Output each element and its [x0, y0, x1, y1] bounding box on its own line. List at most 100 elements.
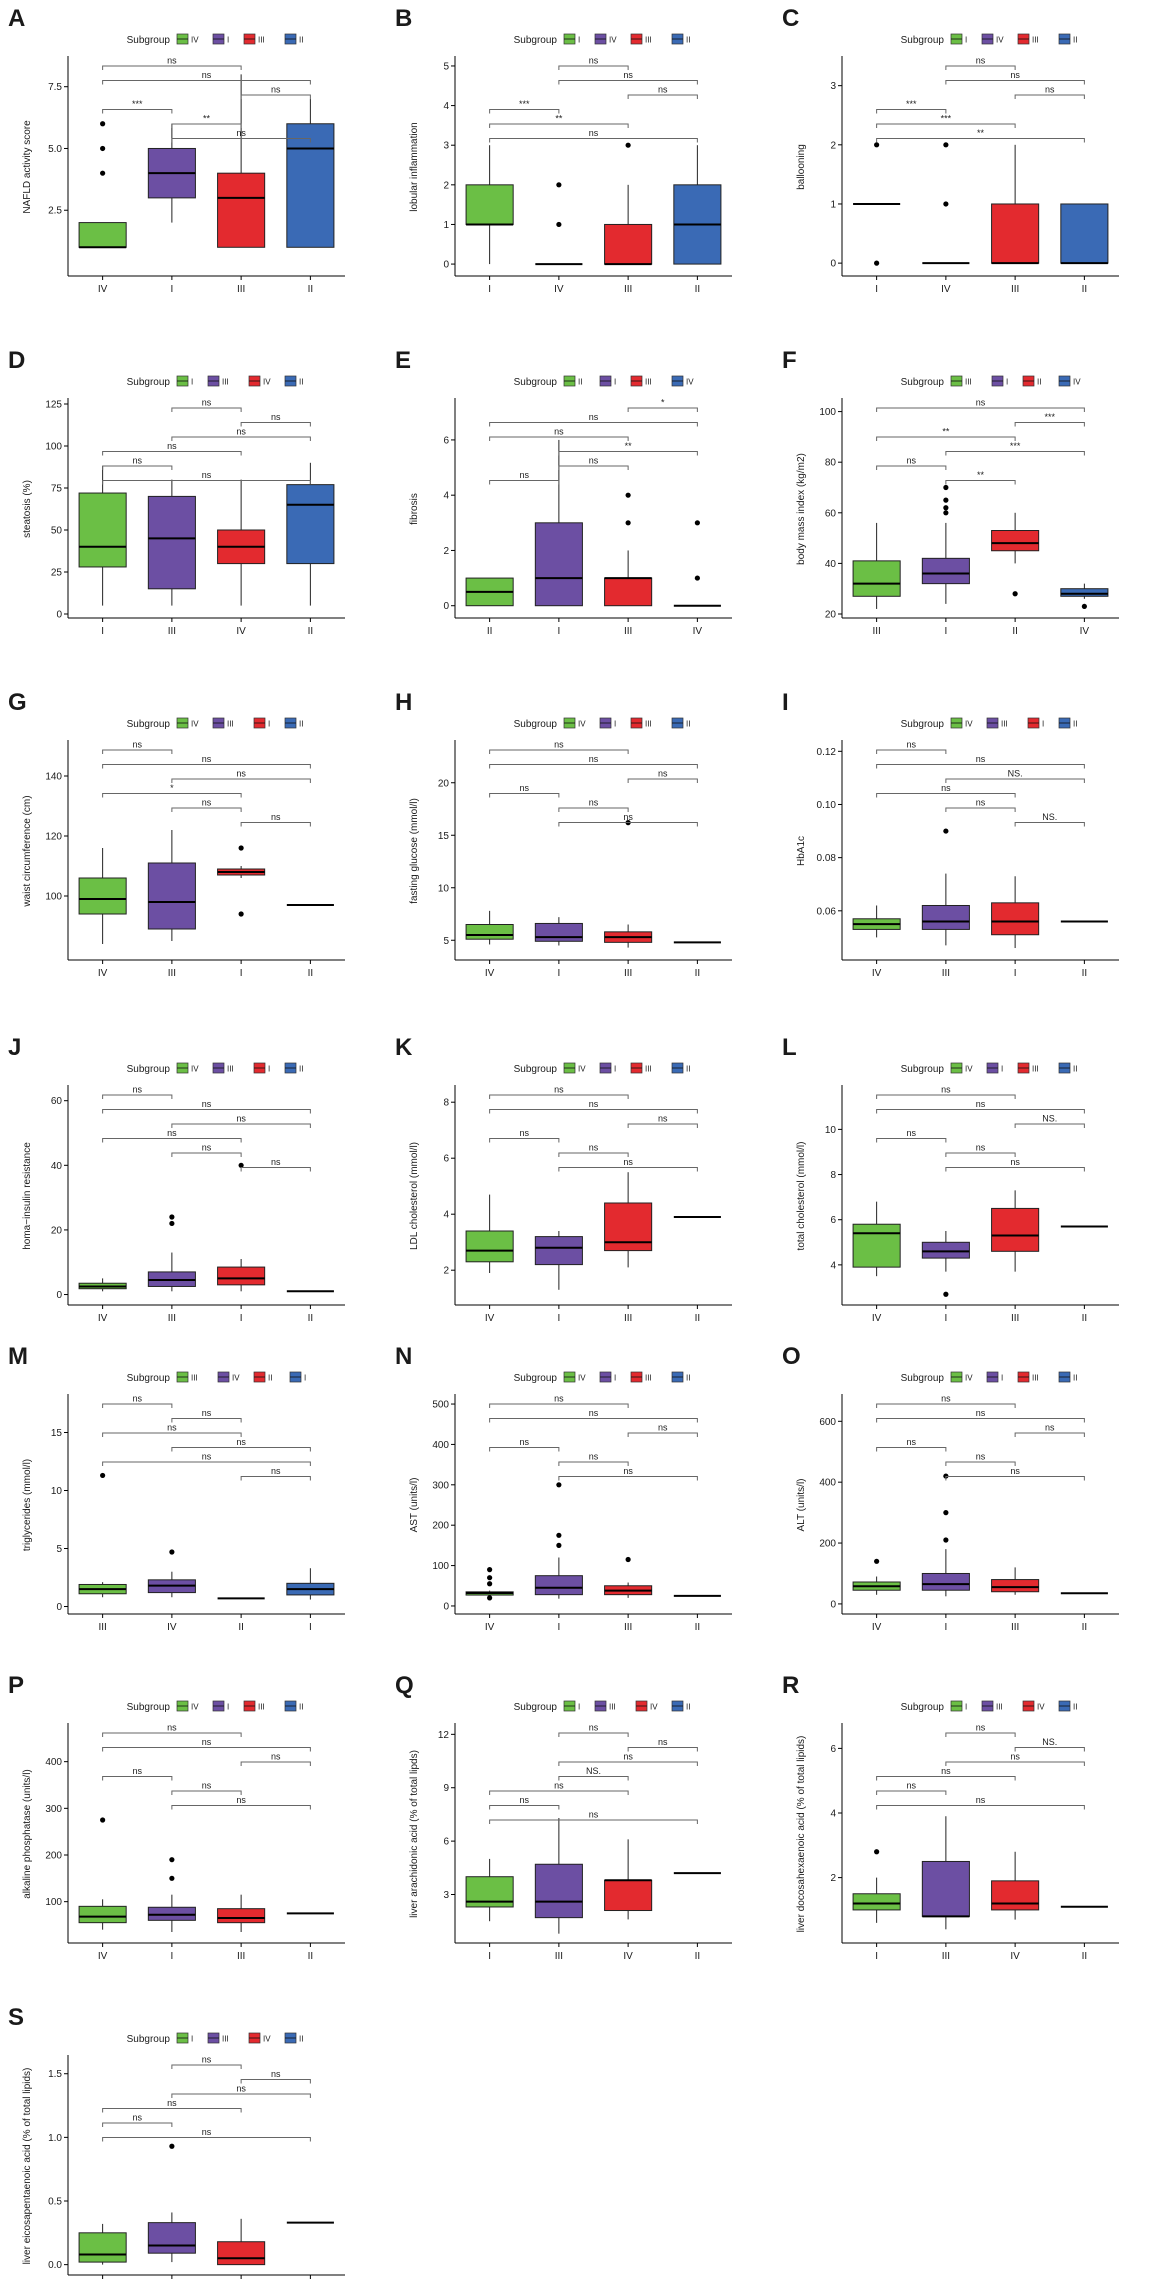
bracket-line	[102, 1138, 242, 1143]
bracket-line	[945, 65, 1016, 70]
significance-bracket: ns	[558, 1143, 629, 1157]
panel-label: A	[8, 5, 25, 32]
bracket-line	[489, 793, 560, 798]
box-group-I	[534, 1482, 583, 1599]
bracket-line	[489, 436, 629, 441]
x-tick-label: IV	[872, 1622, 882, 1633]
significance-bracket: ns	[240, 1466, 311, 1481]
panel-label: M	[8, 1343, 28, 1370]
box-group-IV	[465, 1567, 514, 1601]
bracket-line	[171, 1418, 242, 1423]
bracket-line	[627, 1432, 698, 1437]
significance-label: ns	[589, 1408, 599, 1418]
y-tick-label: 100	[45, 442, 62, 453]
significance-label: ns	[202, 1408, 212, 1418]
significance-bracket: ns	[627, 1423, 698, 1437]
legend-label: I	[578, 36, 580, 45]
legend-label: III	[227, 720, 234, 729]
legend-label: IV	[996, 36, 1004, 45]
legend-label: I	[268, 720, 270, 729]
outlier-point	[556, 1542, 562, 1548]
x-tick-label: IV	[693, 626, 703, 637]
y-axis-label: ballooning	[796, 144, 807, 190]
significance-label: ns	[554, 1781, 564, 1791]
bracket-line	[945, 1152, 1016, 1157]
box-III	[217, 1908, 266, 1924]
significance-label: ns	[167, 1423, 177, 1433]
box-group-IV	[604, 1839, 653, 1920]
outlier-point	[694, 575, 700, 581]
box-group-IV	[217, 2218, 266, 2266]
bracket-line	[945, 451, 1085, 456]
significance-label: ns	[202, 798, 212, 808]
legend-title: Subgroup	[901, 719, 945, 730]
legend-label: II	[1037, 378, 1041, 387]
significance-bracket: ns	[171, 1114, 311, 1128]
significance-bracket: ns	[945, 1752, 1085, 1766]
legend-label: IV	[650, 1703, 658, 1712]
bracket-line	[489, 1418, 698, 1423]
x-tick-label: IV	[623, 1951, 633, 1962]
significance-bracket: ns	[102, 470, 311, 485]
x-tick-label: I	[557, 1313, 560, 1324]
significance-bracket: ns	[102, 1766, 173, 1781]
significance-bracket: ns	[558, 70, 698, 85]
outlier-point	[943, 497, 949, 503]
y-tick-label: 0.06	[817, 906, 837, 917]
x-tick-label: I	[557, 626, 560, 637]
bracket-line	[945, 480, 1016, 485]
legend-label: IV	[578, 1065, 586, 1074]
significance-label: ns	[271, 1157, 281, 1167]
significance-label: ***	[906, 99, 917, 109]
significance-bracket: ns	[627, 85, 698, 99]
legend-title: Subgroup	[901, 1702, 945, 1713]
significance-bracket: ns	[627, 769, 698, 783]
x-tick-label: III	[98, 1622, 106, 1633]
x-tick-label: IV	[98, 284, 108, 295]
box-group-III	[217, 1894, 266, 1932]
significance-bracket: ns	[627, 1114, 698, 1128]
outlier-point	[625, 142, 631, 148]
bracket-line	[171, 407, 242, 412]
box-group-III	[604, 142, 653, 266]
significance-bracket: ns	[876, 1085, 1016, 1099]
significance-label: ns	[167, 1128, 177, 1138]
significance-label: ns	[589, 1723, 599, 1733]
significance-bracket: ns	[876, 754, 1085, 769]
bracket-line	[102, 1432, 242, 1437]
legend-label: II	[1073, 1703, 1077, 1712]
bracket-line	[945, 1761, 1085, 1766]
significance-label: NS.	[1042, 1737, 1057, 1747]
bracket-line	[102, 2137, 311, 2142]
panel-label: Q	[395, 1672, 414, 1699]
bracket-line	[876, 1776, 1016, 1781]
significance-label: ns	[1010, 1752, 1020, 1762]
significance-label: NS.	[1008, 769, 1023, 779]
significance-label: ***	[1010, 441, 1021, 451]
significance-label: ns	[271, 1466, 281, 1476]
bracket-line	[876, 123, 1016, 128]
outlier-point	[169, 2143, 175, 2149]
bracket-line	[558, 1461, 629, 1466]
significance-label: ns	[906, 740, 916, 750]
significance-label: ns	[554, 740, 564, 750]
significance-bracket: ns	[102, 1085, 173, 1099]
significance-bracket: ns	[240, 1157, 311, 1172]
legend-label: I	[1042, 720, 1044, 729]
significance-label: *	[661, 398, 665, 408]
significance-label: ns	[589, 1143, 599, 1153]
y-tick-label: 3	[443, 1890, 449, 1901]
significance-label: ns	[202, 1143, 212, 1153]
box-group-III	[604, 1556, 653, 1598]
y-tick-label: 40	[825, 559, 837, 570]
x-tick-label: I	[488, 284, 491, 295]
significance-bracket: ns	[171, 1795, 311, 1810]
significance-label: ns	[236, 1437, 246, 1447]
bracket-line	[945, 1167, 1085, 1172]
significance-bracket: ns	[102, 740, 173, 754]
outlier-point	[100, 121, 106, 127]
box-III	[604, 223, 653, 265]
